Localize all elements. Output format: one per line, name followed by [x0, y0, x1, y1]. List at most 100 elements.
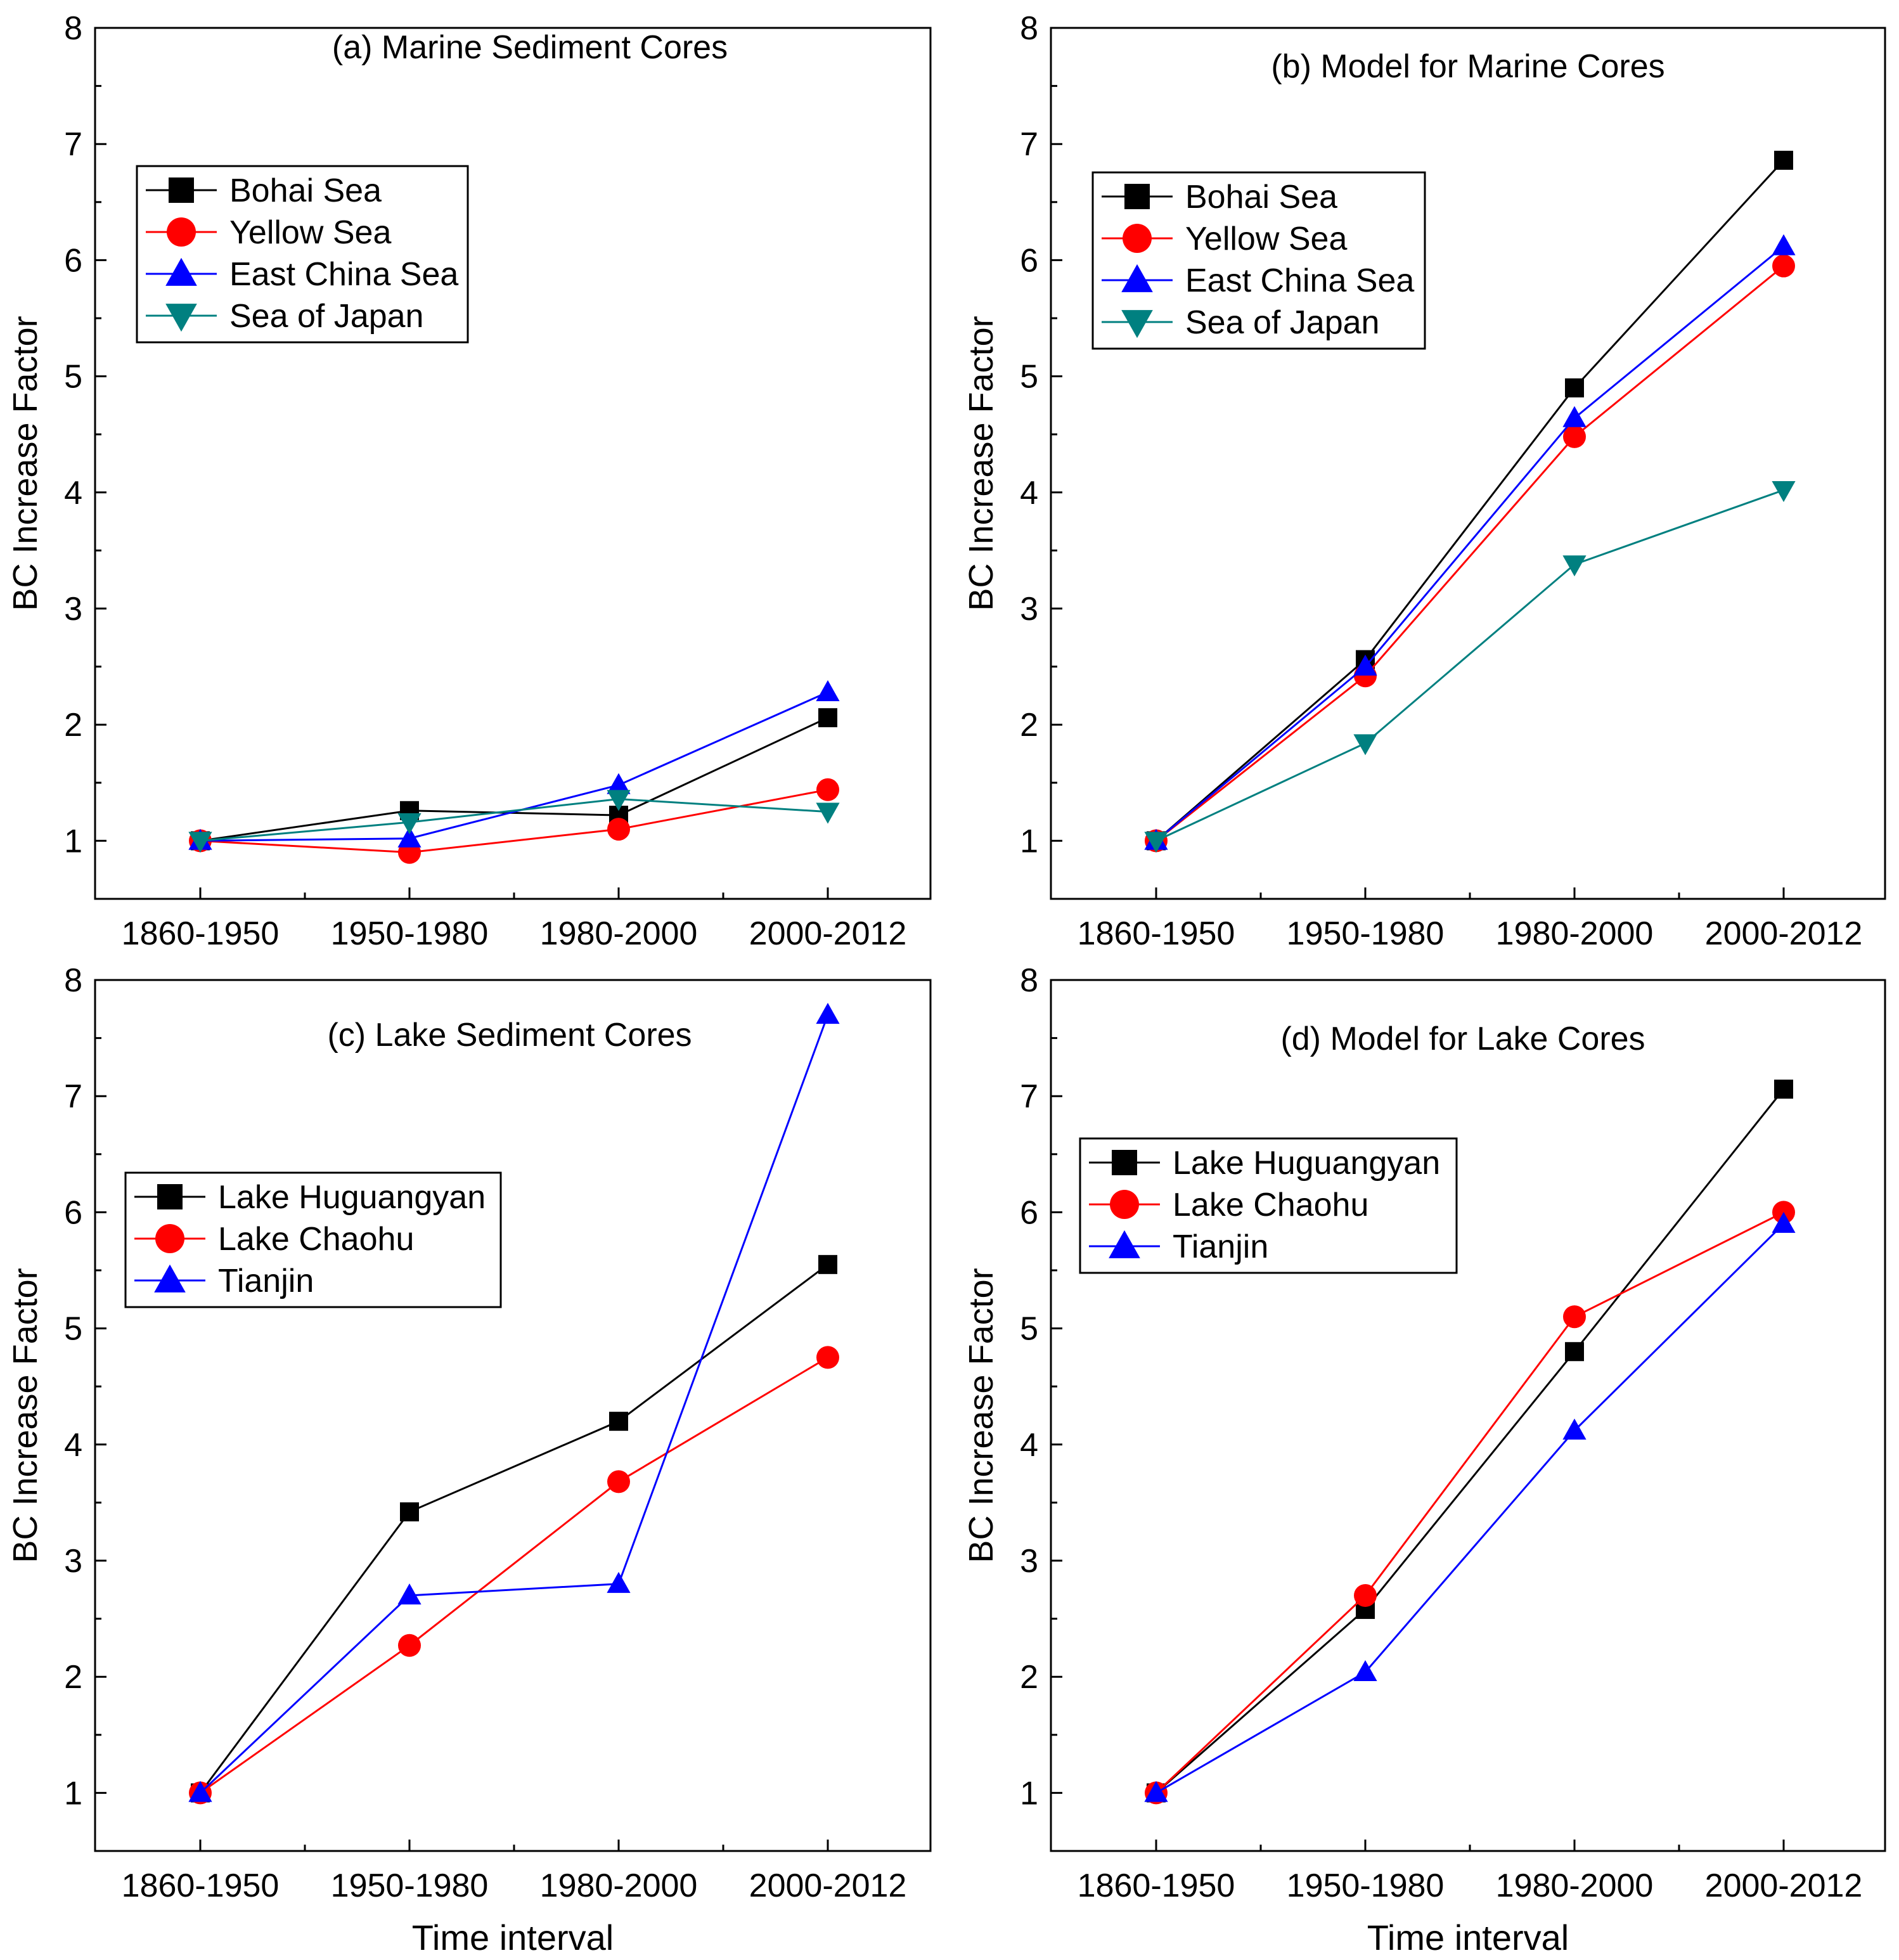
x-tick-label: 1950-1980	[331, 1867, 489, 1904]
data-point	[1563, 425, 1586, 448]
legend-label: Yellow Sea	[1185, 221, 1347, 257]
data-point	[397, 826, 422, 848]
data-point	[607, 1571, 631, 1593]
legend-marker	[1110, 1190, 1139, 1219]
plot-frame-d	[1050, 979, 1886, 1852]
series-line	[1155, 265, 1784, 842]
y-tick-label: 8	[1020, 962, 1038, 999]
legend-marker	[1123, 224, 1152, 253]
panel-title: (a) Marine Sediment Cores	[332, 29, 728, 66]
data-point	[607, 773, 631, 794]
legend-marker	[1124, 184, 1150, 209]
panel-b: 1 2 3 4 5 6 7 8 1860-1950 1950-1980 1980-2000 2000-…	[962, 10, 1886, 952]
panel-title: (b) Model for Marine Cores	[1271, 48, 1664, 85]
y-tick-label: 3	[1020, 1543, 1038, 1580]
data-point	[816, 1346, 839, 1369]
legend-label: Tianjin	[1173, 1228, 1268, 1265]
x-tick-label: 1860-1950	[1078, 1867, 1235, 1904]
data-point	[398, 1634, 421, 1657]
data-point	[1353, 654, 1377, 676]
x-axis-title: Time interval	[412, 1918, 614, 1957]
panel-title: (c) Lake Sediment Cores	[327, 1017, 692, 1054]
data-point	[188, 1781, 212, 1802]
legend-label: Tianjin	[218, 1263, 314, 1299]
panel-c: 1 2 3 4 5 6 7 8 1860-1950 1950-1980 1980-2000 2000-…	[6, 962, 932, 1957]
panel-title: (d) Model for Lake Cores	[1280, 1021, 1645, 1057]
data-point	[1563, 1305, 1586, 1329]
y-tick-label: 5	[1020, 1311, 1038, 1348]
x-tick-label: 1980-2000	[540, 915, 698, 952]
plot-frame-a	[94, 27, 932, 900]
legend-a: Bohai Sea Yellow Sea East China Sea Sea of …	[136, 165, 469, 344]
legend-label: East China Sea	[229, 256, 458, 293]
data-point	[1772, 1211, 1796, 1233]
legend-b: Bohai Sea Yellow Sea East China Sea Sea of …	[1091, 171, 1426, 350]
panel-d: 1 2 3 4 5 6 7 8 1860-1950 1950-1980 1980-2000 2000-…	[962, 962, 1886, 1957]
y-tick-label: 8	[64, 962, 82, 999]
data-point	[1354, 1583, 1377, 1607]
series-line	[200, 1357, 828, 1794]
data-point	[1565, 378, 1584, 397]
legend-marker	[1121, 310, 1153, 338]
data-point	[1562, 1418, 1587, 1440]
legend-label: Lake Chaohu	[218, 1221, 414, 1258]
y-tick-label: 7	[1020, 126, 1038, 163]
legend-label: Lake Chaohu	[1173, 1187, 1368, 1223]
legend-box	[1079, 1137, 1458, 1274]
x-tick-label: 1860-1950	[1078, 915, 1235, 952]
y-tick-label: 1	[64, 823, 82, 860]
data-point	[816, 778, 839, 801]
y-tick-label: 5	[64, 1311, 82, 1348]
data-point	[1144, 832, 1168, 853]
series-line	[200, 716, 828, 842]
legend-label: East China Sea	[1185, 262, 1414, 299]
series-yellow-sea	[189, 778, 839, 864]
series-line	[199, 1014, 829, 1794]
series-line	[1155, 159, 1785, 842]
y-tick-label: 4	[1020, 1427, 1038, 1464]
data-point	[609, 1412, 628, 1431]
series-line	[200, 797, 828, 842]
y-tick-label: 1	[1020, 823, 1038, 860]
y-tick-label: 2	[64, 1659, 82, 1696]
series-lake-chaohu	[189, 1346, 839, 1805]
series-line	[1155, 489, 1784, 842]
data-point	[818, 1254, 837, 1274]
series-line	[200, 691, 828, 842]
plot-frame-b	[1050, 27, 1886, 900]
data-point	[188, 832, 212, 853]
series-east-china-sea	[1144, 234, 1796, 850]
data-point	[818, 708, 837, 728]
y-tick-label: 4	[1020, 475, 1038, 512]
legend-marker	[167, 217, 196, 247]
x-tick-label: 1950-1980	[1287, 1867, 1445, 1904]
legend-marker	[169, 177, 194, 203]
data-point	[1774, 150, 1793, 170]
x-tick-label: 2000-2012	[1705, 915, 1863, 952]
data-point	[1562, 406, 1587, 427]
legend-label: Sea of Japan	[229, 298, 423, 335]
x-tick-label: 2000-2012	[1705, 1867, 1863, 1904]
y-axis-title: BC Increase Factor	[962, 316, 1000, 610]
y-tick-label: 6	[1020, 242, 1038, 279]
y-tick-label: 4	[64, 1427, 82, 1464]
data-point	[1562, 555, 1587, 577]
legend-label: Bohai Sea	[229, 172, 382, 209]
y-axis-title: BC Increase Factor	[6, 1268, 44, 1563]
legend-label: Bohai Sea	[1185, 179, 1337, 216]
legend-d: Lake Huguangyan Lake Chaohu Tianjin	[1079, 1137, 1458, 1274]
y-tick-label: 5	[1020, 359, 1038, 396]
legend-marker	[157, 1184, 183, 1209]
y-tick-label: 2	[1020, 1659, 1038, 1696]
data-point	[397, 1583, 422, 1605]
series-bohai-sea	[191, 708, 837, 851]
legend-marker	[154, 1264, 186, 1293]
y-tick-label: 2	[64, 707, 82, 744]
y-tick-label: 7	[64, 1078, 82, 1115]
series-tianjin	[1144, 1211, 1796, 1802]
panel-a: 1 2 3 4 5 6 7 8 1860-1950 1950-1980 1980-2000 2000-…	[6, 10, 932, 952]
y-tick-label: 7	[64, 126, 82, 163]
plot-frame-c	[94, 979, 932, 1852]
x-tick-label: 1950-1980	[1287, 915, 1445, 952]
legend-label: Sea of Japan	[1185, 304, 1379, 341]
